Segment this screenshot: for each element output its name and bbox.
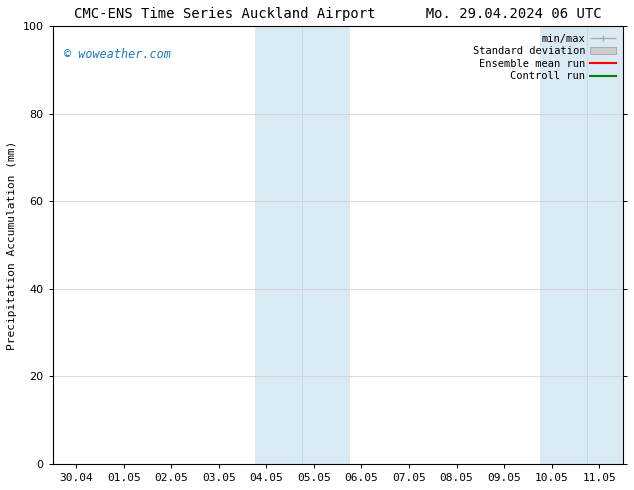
Legend: min/max, Standard deviation, Ensemble mean run, Controll run: min/max, Standard deviation, Ensemble me… bbox=[471, 31, 618, 83]
Bar bbox=[540, 26, 634, 464]
Text: © woweather.com: © woweather.com bbox=[64, 48, 171, 61]
Y-axis label: Precipitation Accumulation (mm): Precipitation Accumulation (mm) bbox=[7, 141, 17, 350]
Bar bbox=[254, 26, 349, 464]
Title: CMC-ENS Time Series Auckland Airport      Mo. 29.04.2024 06 UTC: CMC-ENS Time Series Auckland Airport Mo.… bbox=[74, 7, 602, 21]
